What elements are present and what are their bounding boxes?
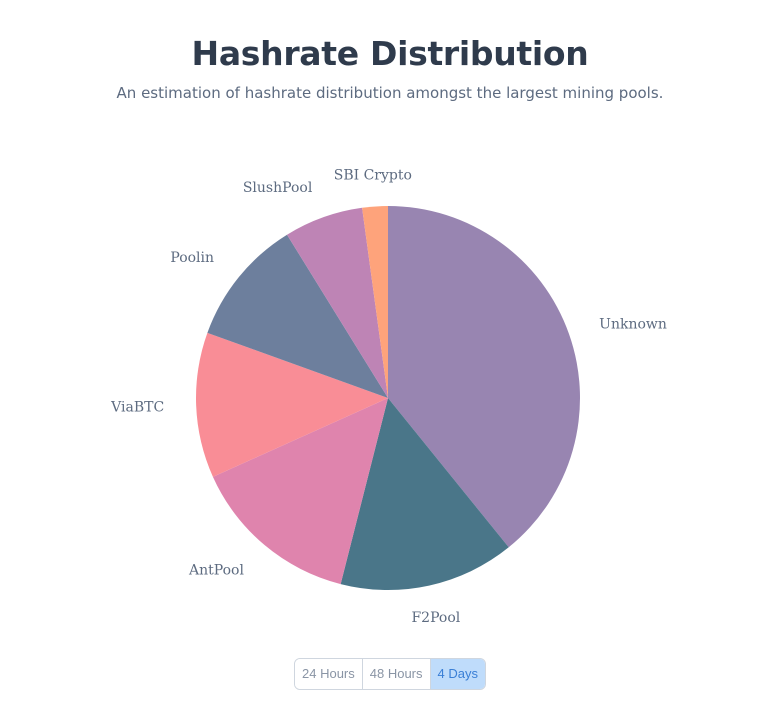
slice-label-viabtc: ViaBTC	[110, 400, 164, 416]
range-4-days-button[interactable]: 4 Days	[430, 659, 485, 689]
slice-label-f2pool: F2Pool	[411, 610, 460, 626]
page-title: Hashrate Distribution	[191, 34, 589, 73]
time-range-selector: 24 Hours 48 Hours 4 Days	[294, 658, 486, 690]
slice-label-unknown: Unknown	[599, 316, 667, 332]
pie-slice-slushpool[interactable]	[287, 207, 388, 398]
pie-slice-viabtc[interactable]	[196, 332, 388, 477]
pie-slice-unknown[interactable]	[388, 206, 580, 548]
slice-label-antpool: AntPool	[188, 563, 244, 579]
pie-slice-poolin[interactable]	[207, 234, 388, 398]
range-48-hours-button[interactable]: 48 Hours	[362, 659, 431, 689]
range-24-hours-button[interactable]: 24 Hours	[295, 659, 363, 689]
page-subtitle: An estimation of hashrate distribution a…	[116, 84, 664, 102]
slice-label-slushpool: SlushPool	[243, 180, 313, 196]
pie-slice-f2pool[interactable]	[340, 398, 509, 590]
pie-slice-antpool[interactable]	[212, 398, 388, 585]
slice-label-poolin: Poolin	[170, 250, 214, 266]
slice-label-sbi-crypto: SBI Crypto	[334, 168, 412, 184]
pie-slice-sbi-crypto[interactable]	[362, 206, 388, 398]
